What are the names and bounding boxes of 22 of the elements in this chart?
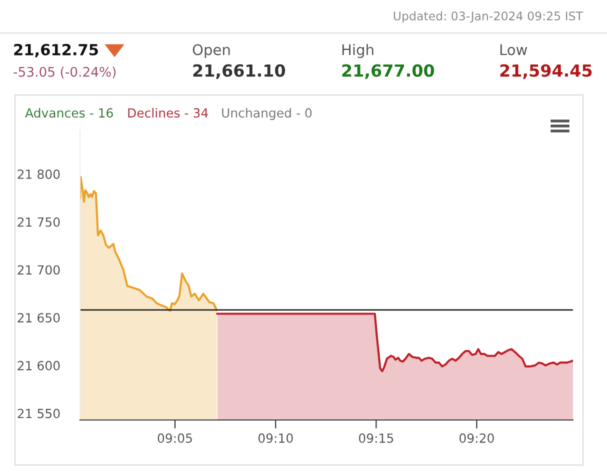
- x-tick-label: 09:10: [258, 433, 293, 443]
- text: 21,594.45: [500, 64, 592, 79]
- text: 21,661.10: [193, 64, 286, 79]
- text: -53.05 (-0.24%): [14, 66, 116, 78]
- x-tick-label: 09:05: [158, 433, 192, 443]
- y-tick-label: 21 550: [18, 408, 60, 418]
- text: Low: [500, 44, 528, 56]
- text: Unchanged - 0: [222, 108, 312, 120]
- text: Advances - 16: [25, 108, 113, 118]
- text: Open: [192, 44, 230, 58]
- text: Declines - 34: [128, 108, 208, 118]
- y-tick-label: 21 700: [18, 265, 60, 275]
- text: Updated: 03-Jan-2024 09:25 IST: [394, 11, 584, 23]
- text: High: [342, 44, 374, 58]
- y-tick-label: 21 650: [18, 313, 60, 323]
- x-tick-label: 09:20: [460, 433, 494, 443]
- x-tick-label: 09:15: [358, 433, 394, 443]
- text: 21,612.75: [14, 44, 98, 58]
- y-tick-label: 21 750: [18, 217, 60, 227]
- y-tick-label: 21 600: [18, 360, 60, 370]
- y-tick-label: 21 800: [18, 170, 60, 179]
- text: 21,677.00: [342, 64, 434, 79]
